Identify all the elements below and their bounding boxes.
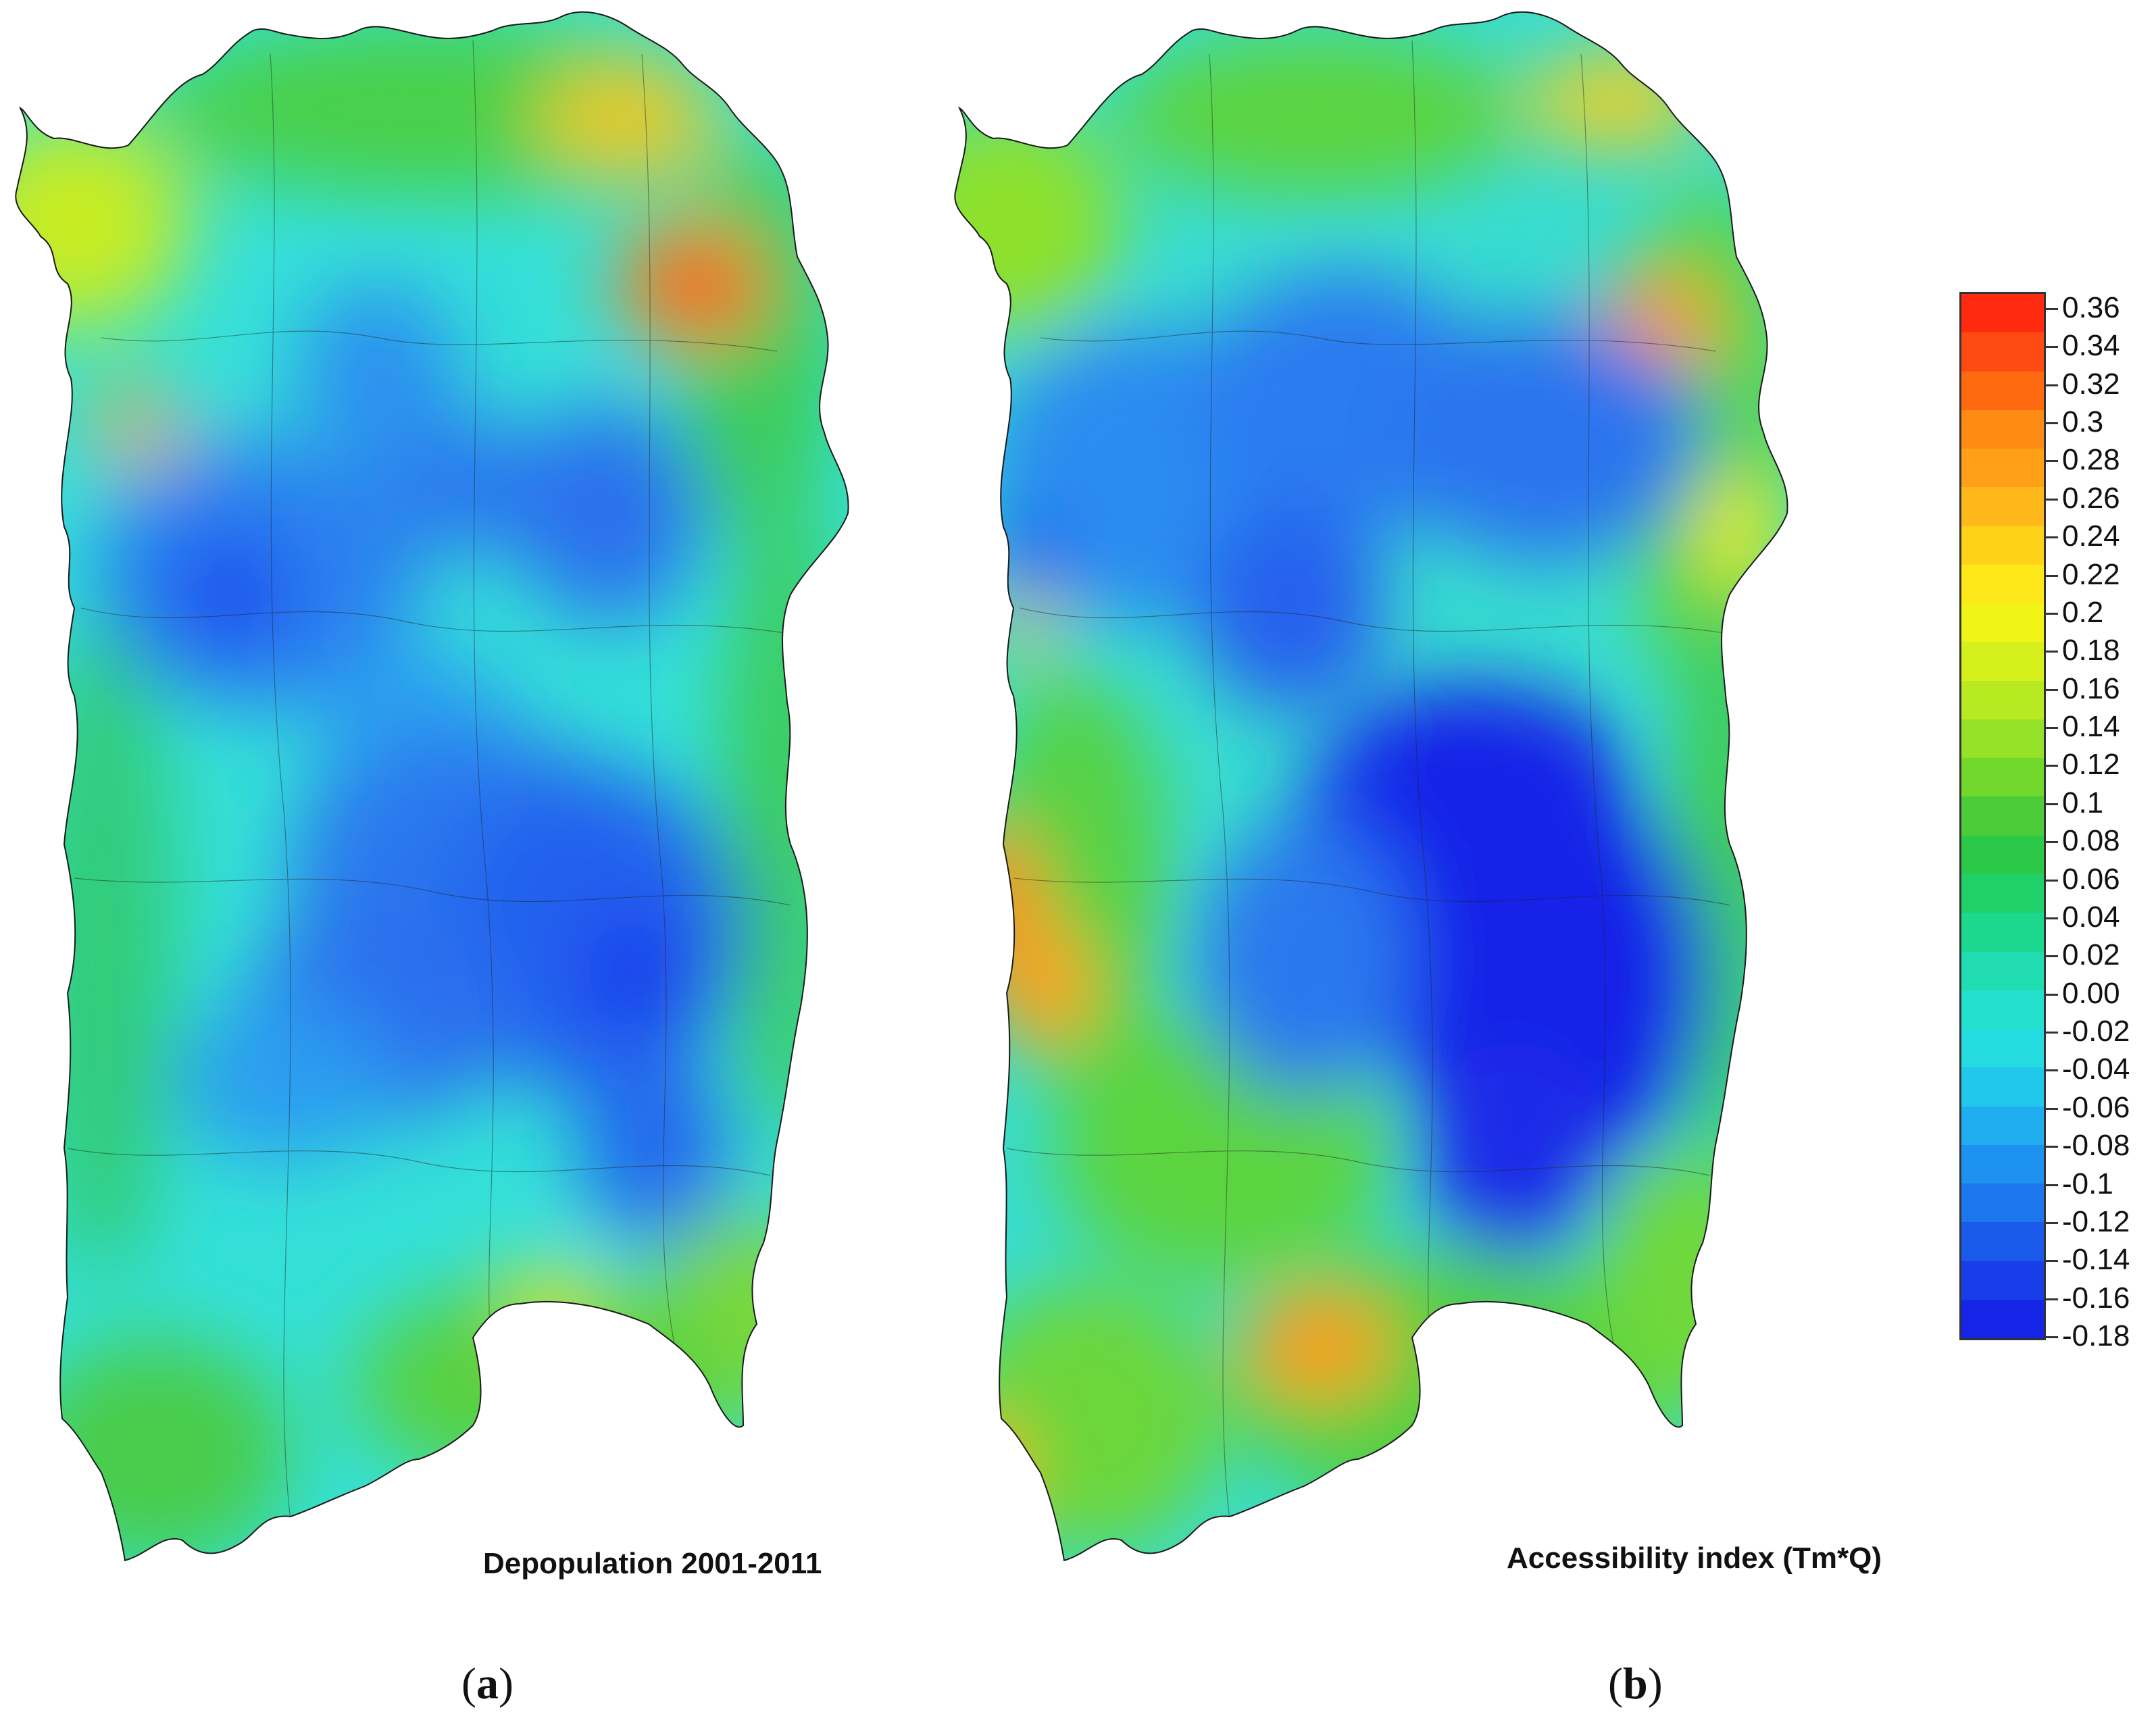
legend-tick — [2046, 536, 2058, 538]
legend-swatch — [1961, 1067, 2044, 1107]
legend-swatch — [1961, 526, 2044, 565]
legend-label: 0.1 — [2062, 786, 2104, 819]
legend-tick — [2046, 651, 2058, 653]
legend-swatch — [1961, 758, 2044, 797]
color-legend: 0.36 0.34 0.32 0.3 0.28 0.26 0.24 0.22 0.2 0.18 0.… — [1959, 291, 2135, 1352]
legend-swatch — [1961, 835, 2044, 874]
legend-tick — [2046, 727, 2058, 729]
panel-label-b: (b) — [1608, 1659, 1663, 1708]
legend-swatch — [1961, 1029, 2044, 1068]
legend-swatch — [1961, 642, 2044, 681]
legend-swatch — [1961, 719, 2044, 759]
legend-tick — [2046, 765, 2058, 767]
legend-label: -0.06 — [2062, 1091, 2130, 1124]
legend-tick — [2046, 841, 2058, 843]
legend-tick — [2046, 308, 2058, 310]
legend-label: 0.32 — [2062, 367, 2120, 401]
legend-swatch — [1961, 1144, 2044, 1184]
legend-label: -0.12 — [2062, 1205, 2130, 1238]
legend-swatch — [1961, 294, 2044, 333]
legend-swatch — [1961, 913, 2044, 952]
legend-tick — [2046, 346, 2058, 348]
legend-label: -0.14 — [2062, 1243, 2130, 1276]
legend-label: 0.04 — [2062, 900, 2120, 934]
legend-tick — [2046, 422, 2058, 424]
panel-label-a: (a) — [461, 1659, 513, 1708]
legend-swatch — [1961, 1222, 2044, 1261]
legend-label: 0.36 — [2062, 291, 2120, 324]
legend-swatch — [1961, 332, 2044, 372]
legend-label: 0.12 — [2062, 748, 2120, 781]
legend-label: -0.08 — [2062, 1129, 2130, 1162]
legend-tick — [2046, 499, 2058, 501]
legend-swatch — [1961, 1261, 2044, 1300]
map-title: Depopulation 2001-2011 — [483, 1547, 822, 1580]
legend-swatch — [1961, 1106, 2044, 1145]
legend-label: -0.04 — [2062, 1052, 2130, 1086]
legend-color-bar — [1959, 292, 2046, 1340]
accessibility-map — [954, 11, 1788, 1561]
legend-label: 0.24 — [2062, 519, 2120, 553]
map-panel-accessibility: Accessibility index (Tm*Q) — [939, 0, 1882, 1635]
legend-tick — [2046, 1069, 2058, 1071]
legend-label: 0.00 — [2062, 977, 2120, 1010]
legend-swatch — [1961, 564, 2044, 604]
legend-swatch — [1961, 371, 2044, 410]
legend-swatch — [1961, 1299, 2044, 1339]
legend-tick — [2046, 460, 2058, 462]
legend-tick — [2046, 803, 2058, 805]
legend-label: 0.02 — [2062, 938, 2120, 971]
depopulation-map — [15, 11, 849, 1561]
legend-label: 0.34 — [2062, 329, 2120, 362]
legend-label: 0.2 — [2062, 596, 2104, 629]
legend-tick — [2046, 1108, 2058, 1110]
legend-tick — [2046, 613, 2058, 615]
map-panel-depopulation: Depopulation 2001-2011 — [0, 0, 892, 1635]
legend-swatch — [1961, 796, 2044, 836]
legend-tick — [2046, 1222, 2058, 1224]
legend-label: -0.18 — [2062, 1319, 2130, 1352]
legend-tick — [2046, 384, 2058, 386]
legend-tick — [2046, 1336, 2058, 1338]
legend-label: -0.1 — [2062, 1167, 2113, 1200]
legend-tick — [2046, 1260, 2058, 1262]
legend-swatch — [1961, 990, 2044, 1030]
legend-swatch — [1961, 409, 2044, 449]
legend-label: 0.08 — [2062, 824, 2120, 857]
legend-label: 0.16 — [2062, 672, 2120, 705]
legend-swatch — [1961, 873, 2044, 913]
legend-label: 0.14 — [2062, 710, 2120, 743]
legend-swatch — [1961, 487, 2044, 526]
legend-label: 0.26 — [2062, 482, 2120, 515]
legend-tick — [2046, 955, 2058, 957]
map-title: Accessibility index (Tm*Q) — [1507, 1542, 1882, 1575]
legend-label: 0.06 — [2062, 863, 2120, 896]
legend-label: 0.18 — [2062, 634, 2120, 667]
legend-swatch — [1961, 603, 2044, 642]
legend-swatch — [1961, 1184, 2044, 1223]
legend-tick — [2046, 994, 2058, 996]
legend-swatch — [1961, 951, 2044, 990]
legend-tick — [2046, 880, 2058, 882]
legend-tick — [2046, 917, 2058, 919]
legend-tick — [2046, 1032, 2058, 1034]
legend-label: 0.28 — [2062, 443, 2120, 476]
legend-tick — [2046, 575, 2058, 577]
legend-swatch — [1961, 449, 2044, 488]
legend-swatch — [1961, 680, 2044, 719]
legend-label: -0.16 — [2062, 1281, 2130, 1315]
legend-tick — [2046, 1184, 2058, 1186]
legend-label: 0.22 — [2062, 558, 2120, 591]
legend-tick — [2046, 1146, 2058, 1148]
legend-tick — [2046, 689, 2058, 691]
legend-label: -0.02 — [2062, 1015, 2130, 1048]
legend-label: 0.3 — [2062, 405, 2104, 438]
legend-tick — [2046, 1298, 2058, 1300]
